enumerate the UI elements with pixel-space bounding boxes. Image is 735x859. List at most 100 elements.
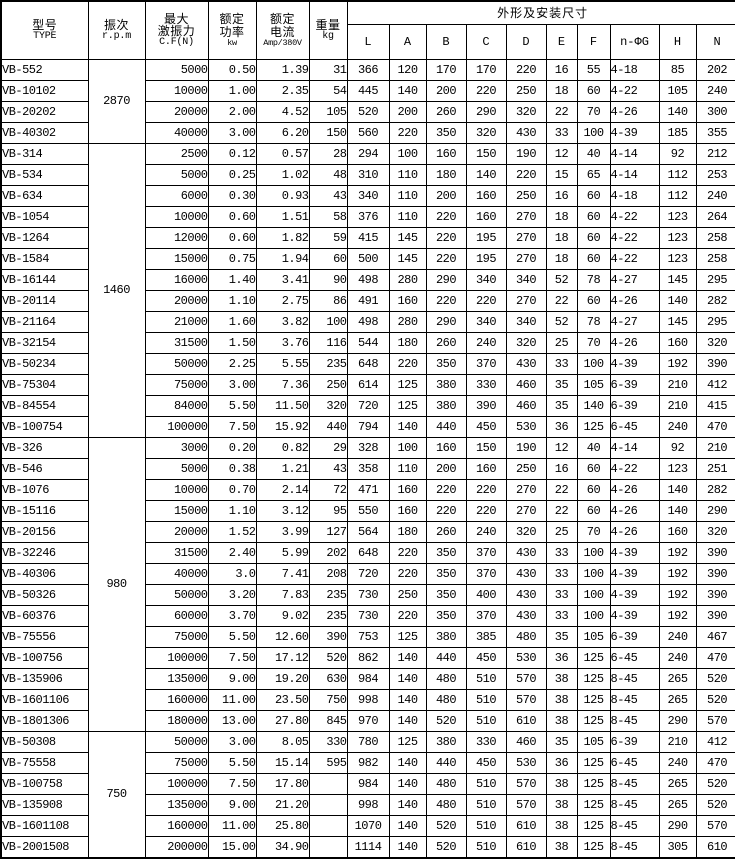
table-row: VB-552 2870 5000 0.50 1.39 31 366 120 170 170 220 1… (0, 59, 735, 144)
cell-nG: 4-14 (609, 437, 660, 459)
cell-type: VB-20114 (0, 290, 89, 312)
cell-D: 610 (505, 836, 547, 859)
cell-B: 200 (425, 185, 467, 207)
cell-L: 984 (346, 773, 390, 795)
cell-A: 250 (388, 584, 427, 606)
cell-type: VB-75558 (0, 752, 89, 774)
cell-nG: 6-39 (609, 374, 660, 396)
cell-B: 200 (425, 80, 467, 102)
cell-C: 370 (465, 605, 507, 627)
cell-E: 22 (545, 479, 578, 501)
cell-rpm: 750 (87, 731, 146, 859)
cell-force: 75000 (144, 626, 209, 648)
cell-H: 140 (658, 101, 697, 123)
cell-A: 145 (388, 248, 427, 270)
cell-current: 27.80 (255, 710, 310, 732)
cell-H: 140 (658, 500, 697, 522)
cell-C: 150 (465, 143, 507, 165)
cell-B: 260 (425, 101, 467, 123)
cell-L: 366 (346, 59, 390, 81)
cell-E: 36 (545, 752, 578, 774)
cell-power: 1.52 (207, 521, 257, 543)
cell-A: 180 (388, 521, 427, 543)
cell-H: 112 (658, 164, 697, 186)
cell-N: 282 (695, 290, 735, 312)
header-force-cn1: 最大 (163, 11, 189, 26)
table-row: VB-75304 75000 3.00 7.36 250 614 125 380 330 460 3… (0, 374, 735, 396)
cell-D: 430 (505, 605, 547, 627)
cell-E: 22 (545, 101, 578, 123)
header-power-cn2: 功率 (219, 25, 245, 40)
cell-F: 100 (576, 122, 611, 144)
header-rpm-cn: 振次 (103, 17, 129, 32)
cell-force: 20000 (144, 521, 209, 543)
cell-weight: 150 (308, 122, 348, 144)
table-row: VB-100758 100000 7.50 17.80 984 140 480 510 570 3… (0, 773, 735, 795)
cell-F: 100 (576, 542, 611, 564)
cell-N: 415 (695, 395, 735, 417)
cell-power: 0.30 (207, 185, 257, 207)
cell-nG: 4-39 (609, 122, 660, 144)
table-row: VB-1584 15000 0.75 1.94 60 500 145 220 195 270 18 6… (0, 248, 735, 270)
cell-L: 376 (346, 206, 390, 228)
cell-nG: 8-45 (609, 668, 660, 690)
cell-C: 160 (465, 206, 507, 228)
cell-H: 240 (658, 647, 697, 669)
cell-weight (308, 815, 348, 837)
cell-power: 11.00 (207, 689, 257, 711)
cell-nG: 4-26 (609, 290, 660, 312)
cell-A: 145 (388, 227, 427, 249)
cell-D: 530 (505, 647, 547, 669)
cell-B: 520 (425, 710, 467, 732)
cell-power: 3.20 (207, 584, 257, 606)
cell-H: 140 (658, 479, 697, 501)
header-current-cn1: 额定 (269, 12, 295, 27)
cell-weight: 116 (308, 332, 348, 354)
cell-N: 320 (695, 332, 735, 354)
cell-type: VB-84554 (0, 395, 89, 417)
cell-H: 192 (658, 605, 697, 627)
cell-H: 160 (658, 332, 697, 354)
header-type: 型号 TYPE (0, 0, 89, 60)
cell-A: 200 (388, 101, 427, 123)
table-row: VB-84554 84000 5.50 11.50 320 720 125 380 390 460… (0, 395, 735, 417)
cell-power: 1.50 (207, 332, 257, 354)
cell-force: 10000 (144, 206, 209, 228)
cell-D: 270 (505, 290, 547, 312)
cell-power: 3.00 (207, 731, 257, 753)
cell-E: 52 (545, 311, 578, 333)
cell-A: 125 (388, 626, 427, 648)
cell-B: 380 (425, 374, 467, 396)
cell-H: 305 (658, 836, 697, 859)
cell-type: VB-1601106 (0, 689, 89, 711)
cell-C: 510 (465, 689, 507, 711)
cell-C: 510 (465, 668, 507, 690)
cell-L: 498 (346, 311, 390, 333)
cell-force: 40000 (144, 122, 209, 144)
cell-power: 1.60 (207, 311, 257, 333)
cell-type: VB-314 (0, 143, 89, 165)
header-dim-N: N (695, 24, 735, 60)
cell-F: 70 (576, 521, 611, 543)
cell-power: 1.10 (207, 500, 257, 522)
header-dim-nG: n-ΦG (609, 24, 660, 60)
cell-current: 1.94 (255, 248, 310, 270)
cell-N: 290 (695, 500, 735, 522)
cell-F: 70 (576, 101, 611, 123)
cell-B: 380 (425, 395, 467, 417)
cell-D: 530 (505, 416, 547, 438)
cell-current: 7.41 (255, 563, 310, 585)
cell-D: 340 (505, 269, 547, 291)
cell-L: 862 (346, 647, 390, 669)
cell-weight: 235 (308, 353, 348, 375)
cell-H: 123 (658, 206, 697, 228)
cell-type: VB-75304 (0, 374, 89, 396)
cell-force: 5000 (144, 458, 209, 480)
cell-weight: 28 (308, 143, 348, 165)
cell-F: 125 (576, 815, 611, 837)
cell-F: 125 (576, 794, 611, 816)
cell-type: VB-20202 (0, 101, 89, 123)
cell-N: 295 (695, 269, 735, 291)
cell-nG: 6-39 (609, 731, 660, 753)
